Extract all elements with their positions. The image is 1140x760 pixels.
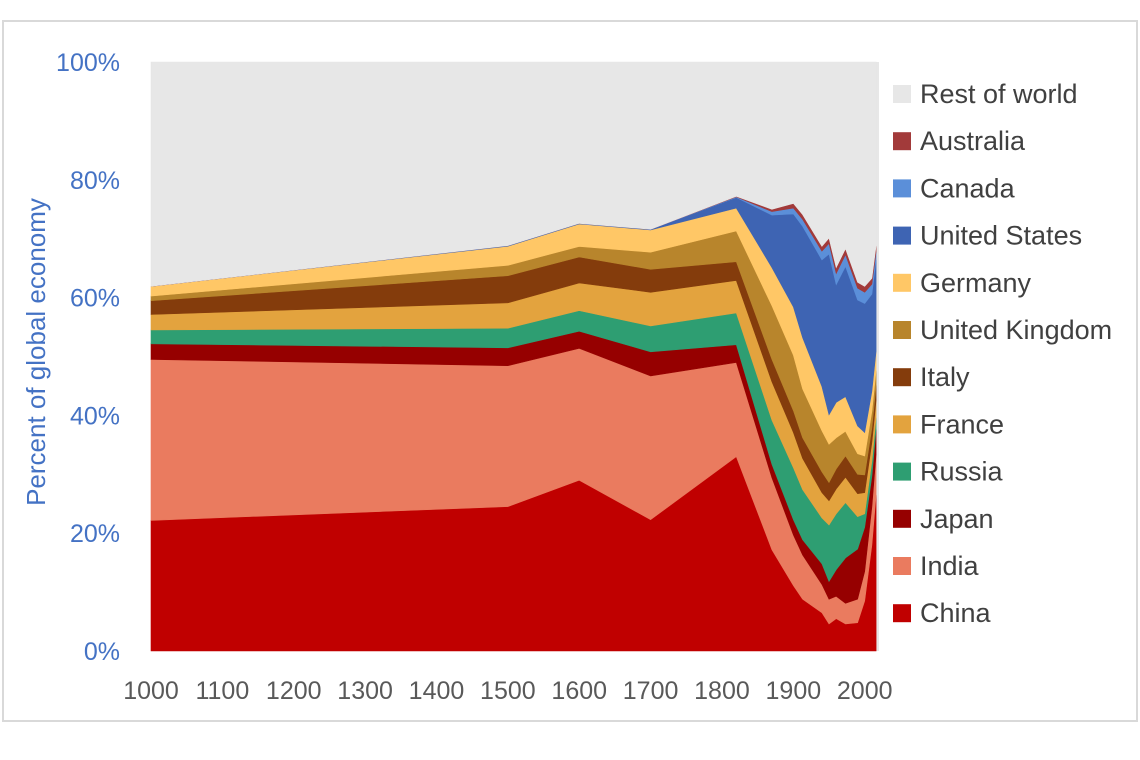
y-tick-label: 20% [70,520,120,548]
legend-swatch [893,557,911,575]
x-axis-ticks: 1000 1100 1200 1300 1400 1500 1600 1700 1800 1900… [123,677,892,705]
legend-swatch [893,85,911,103]
legend-label: Australia [920,126,1026,156]
legend-swatch [893,179,911,198]
x-tick-label: 1700 [623,677,679,705]
legend-item: Italy [893,362,970,392]
legend-item: Australia [893,126,1026,156]
x-tick-label: 1500 [480,677,536,705]
y-tick-label: 100% [56,49,120,77]
legend-label: France [920,409,1004,439]
legend-swatch [893,273,911,292]
legend-item: India [893,551,980,581]
y-axis-label: Percent of global economy [21,198,51,506]
legend-label: China [920,598,992,628]
legend-label: Russia [920,457,1004,487]
area-series-group [150,61,877,652]
legend-label: United Kingdom [920,315,1112,345]
x-tick-label: 1300 [337,677,393,705]
legend: Rest of world Australia Canada United State… [893,79,1112,628]
legend-item: Germany [893,268,1032,298]
y-axis-ticks: 0% 20% 40% 60% 80% 100% [56,49,120,666]
y-tick-label: 60% [70,285,120,313]
legend-swatch [893,132,911,151]
legend-label: Canada [920,173,1016,203]
y-tick-label: 0% [84,638,120,666]
x-tick-label: 1600 [551,677,607,705]
legend-item: Russia [893,457,1004,487]
legend-label: Japan [920,504,994,534]
legend-swatch [893,226,911,245]
legend-item: United States [893,221,1082,251]
legend-label: Italy [920,362,970,392]
legend-label: Germany [920,268,1032,298]
legend-swatch [893,368,911,387]
x-tick-label: 1200 [266,677,322,705]
x-tick-label: 2000 [837,677,893,705]
legend-swatch [893,321,911,339]
area-rest-of-world [150,61,877,287]
legend-item: China [893,598,992,628]
legend-label: United States [920,221,1082,251]
legend-swatch [893,462,911,481]
y-tick-label: 80% [70,167,120,195]
legend-item: Japan [893,504,994,534]
legend-label: India [920,551,980,581]
legend-swatch [893,415,911,434]
legend-swatch [893,604,911,623]
legend-item: United Kingdom [893,315,1112,345]
x-tick-label: 1000 [123,677,179,705]
legend-item: France [893,409,1004,439]
x-tick-label: 1900 [766,677,822,705]
legend-label: Rest of world [920,79,1078,109]
legend-item: Rest of world [893,79,1078,109]
x-tick-label: 1400 [409,677,465,705]
x-tick-label: 1100 [195,677,249,705]
x-tick-label: 1800 [694,677,750,705]
legend-swatch [893,509,911,528]
legend-item: Canada [893,173,1016,203]
y-tick-label: 40% [70,402,120,430]
